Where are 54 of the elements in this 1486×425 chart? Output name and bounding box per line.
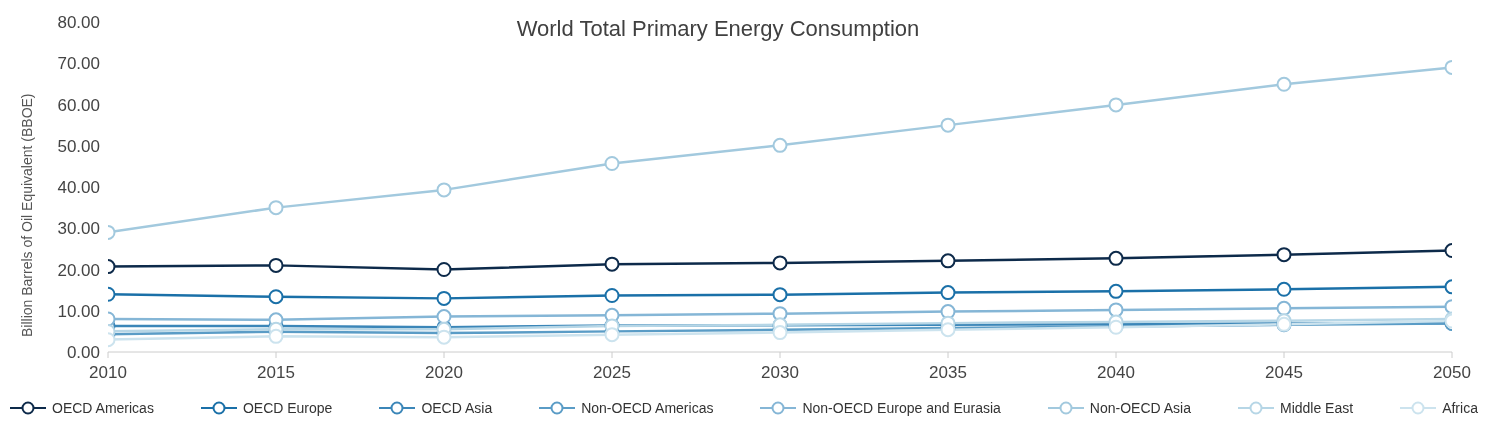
- x-tick-label: 2035: [929, 363, 967, 383]
- point: [436, 290, 452, 306]
- point: [1276, 76, 1292, 92]
- y-tick-label: 50.00: [57, 136, 100, 156]
- point: [268, 289, 284, 305]
- point: [940, 117, 956, 133]
- y-tick-label: 0.00: [66, 343, 100, 363]
- legend-label: OECD Americas: [52, 400, 154, 416]
- legend-label: Africa: [1442, 400, 1478, 416]
- x-tick-label: 2030: [761, 363, 799, 383]
- point: [436, 309, 452, 325]
- legend-label: Middle East: [1279, 400, 1354, 416]
- point: [772, 255, 788, 271]
- point: [604, 287, 620, 303]
- point: [604, 155, 620, 171]
- point: [1108, 250, 1124, 266]
- point: [940, 285, 956, 301]
- point: [436, 262, 452, 277]
- y-tick-label: 70.00: [57, 54, 100, 74]
- point: [436, 329, 452, 345]
- point: [1276, 247, 1292, 263]
- x-tick-label: 2025: [593, 363, 631, 383]
- y-tick-label: 60.00: [57, 95, 100, 115]
- x-tick-label: 2020: [425, 363, 463, 383]
- y-tick-label: 10.00: [57, 301, 100, 321]
- x-tick-label: 2050: [1433, 363, 1471, 383]
- legend-label: Non-OECD Asia: [1089, 400, 1191, 416]
- x-tick-label: 2015: [257, 363, 295, 383]
- x-tick-label: 2045: [1265, 363, 1303, 383]
- legend-label: Non-OECD Americas: [581, 400, 714, 416]
- legend-label: OECD Europe: [242, 400, 333, 416]
- x-tick-label: 2040: [1097, 363, 1135, 383]
- x-tick-label: 2010: [89, 363, 127, 383]
- legend-label: Non-OECD Europe and Eurasia: [802, 400, 1001, 416]
- point: [604, 256, 620, 272]
- point: [772, 137, 788, 153]
- y-tick-label: 80.00: [57, 13, 100, 33]
- y-tick-label: 20.00: [57, 260, 100, 280]
- point: [436, 182, 452, 198]
- point: [268, 257, 284, 273]
- point: [1108, 283, 1124, 299]
- point: [1108, 97, 1124, 113]
- point: [268, 328, 284, 344]
- point: [268, 200, 284, 216]
- point: [772, 287, 788, 303]
- point: [1276, 281, 1292, 297]
- point: [604, 327, 620, 343]
- y-tick-label: 30.00: [57, 219, 100, 239]
- y-axis-title: Billion Barrels of Oil Equivalent (BBOE): [18, 93, 35, 337]
- chart-title: World Total Primary Energy Consumption: [515, 16, 921, 42]
- point: [940, 253, 956, 269]
- y-tick-label: 40.00: [57, 178, 100, 198]
- legend-label: OECD Asia: [421, 400, 493, 416]
- point: [1276, 300, 1292, 316]
